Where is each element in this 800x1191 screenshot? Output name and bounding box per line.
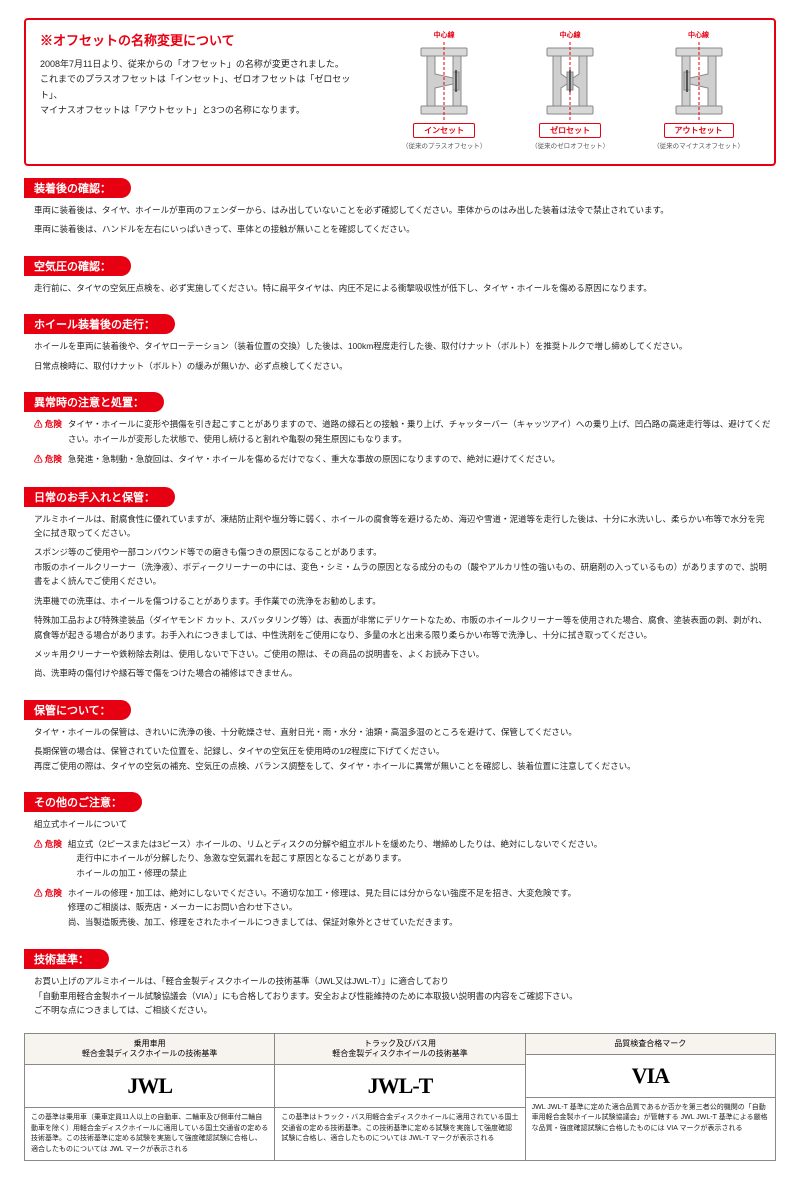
danger-row: ⚠ 危険 急発進・急制動・急旋回は、タイヤ・ホイールを傷めるだけでなく、重大な事… <box>34 452 772 466</box>
section-header: 保管について： <box>24 700 776 720</box>
section-header: 技術基準： <box>24 949 776 969</box>
wheel-icon <box>656 42 742 120</box>
wheel-diagram-row: 中心線 インセット （従来のプラスオフセット）中心線 ゼロセット （従来のゼロオ… <box>385 30 760 150</box>
wheel-top-label: 中心線 <box>434 30 455 40</box>
section-header: 装着後の確認： <box>24 178 776 198</box>
section-title: 異常時の注意と処置： <box>24 392 164 412</box>
notice-title: オフセットの名称変更について <box>40 30 371 49</box>
wheel-subcaption: （従来のマイナスオフセット） <box>653 140 744 150</box>
danger-row: ⚠ 危険 ホイールの修理・加工は、絶対にしないでください。不適切な加工・修理は、… <box>34 886 772 929</box>
wheel-caption: ゼロセット <box>539 123 601 138</box>
cert-head: 品質検査合格マーク <box>526 1034 775 1055</box>
wheel-caption: アウトセット <box>664 123 734 138</box>
wheel-icon <box>527 42 613 120</box>
section-header: 日常のお手入れと保管： <box>24 487 776 507</box>
paragraph: 尚、洗車時の傷付けや縁石等で傷をつけた場合の補修はできません。 <box>34 666 772 680</box>
section-title: 装着後の確認： <box>24 178 131 198</box>
danger-text: ホイールの修理・加工は、絶対にしないでください。不適切な加工・修理は、見た目には… <box>68 886 772 929</box>
document-page: オフセットの名称変更について 2008年7月11日より、従来からの「オフセット」… <box>0 0 800 1191</box>
cert-logo: VIA <box>526 1055 775 1098</box>
section-header: その他のご注意： <box>24 792 776 812</box>
section-body: アルミホイールは、耐腐食性に優れていますが、凍結防止剤や塩分等に弱く、ホイールの… <box>24 507 776 688</box>
danger-row: ⚠ 危険 組立式（2ピースまたは3ピース）ホイールの、リムとディスクの分解や組立… <box>34 837 772 880</box>
cert-head: トラック及びバス用 軽合金製ディスクホイールの技術基準 <box>275 1034 524 1066</box>
wheel-diagram: 中心線 インセット （従来のプラスオフセット） <box>401 30 487 150</box>
paragraph: タイヤ・ホイールの保管は、きれいに洗浄の後、十分乾燥させ、直射日光・雨・水分・油… <box>34 725 772 739</box>
paragraph: 組立式ホイールについて <box>34 817 772 831</box>
paragraph: メッキ用クリーナーや鉄粉除去剤は、使用しないで下さい。ご使用の際は、その商品の説… <box>34 647 772 661</box>
cert-desc: JWL JWL-T 基準に定めた適合品質であるか否かを第三者公的機関の「自動車用… <box>526 1098 775 1160</box>
paragraph: 日常点検時に、取付けナット（ボルト）の緩みが無いか、必ず点検してください。 <box>34 359 772 373</box>
cert-logo: JWL <box>25 1065 274 1108</box>
danger-label: ⚠ 危険 <box>34 452 62 466</box>
paragraph: 洗車機での洗車は、ホイールを傷つけることがあります。手作業での洗浄をお勧めします… <box>34 594 772 608</box>
danger-text: タイヤ・ホイールに変形や損傷を引き起こすことがありますので、道路の縁石との接触・… <box>68 417 772 446</box>
wheel-caption: インセット <box>413 123 475 138</box>
wheel-top-label: 中心線 <box>560 30 581 40</box>
section-title: その他のご注意： <box>24 792 142 812</box>
section-body: ホイールを車両に装着後や、タイヤローテーション（装着位置の交換）した後は、100… <box>24 334 776 380</box>
section-header: 異常時の注意と処置： <box>24 392 776 412</box>
wheel-subcaption: （従来のプラスオフセット） <box>402 140 486 150</box>
danger-row: ⚠ 危険 タイヤ・ホイールに変形や損傷を引き起こすことがありますので、道路の縁石… <box>34 417 772 446</box>
section-body: ⚠ 危険 タイヤ・ホイールに変形や損傷を引き起こすことがありますので、道路の縁石… <box>24 412 776 474</box>
paragraph: 長期保管の場合は、保管されていた位置を、記録し、タイヤの空気圧を使用時の1/2程… <box>34 744 772 773</box>
wheel-icon <box>401 42 487 120</box>
paragraph: お買い上げのアルミホイールは、「軽合金製ディスクホイールの技術基準（JWL又はJ… <box>34 974 772 1017</box>
wheel-top-label: 中心線 <box>688 30 709 40</box>
cert-column: トラック及びバス用 軽合金製ディスクホイールの技術基準 JWL-T この基準はト… <box>275 1034 525 1161</box>
paragraph: ホイールを車両に装着後や、タイヤローテーション（装着位置の交換）した後は、100… <box>34 339 772 353</box>
section-title: 保管について： <box>24 700 131 720</box>
notice-text-block: オフセットの名称変更について 2008年7月11日より、従来からの「オフセット」… <box>40 30 371 150</box>
wheel-diagram: 中心線 ゼロセット （従来のゼロオフセット） <box>527 30 613 150</box>
notice-body: 2008年7月11日より、従来からの「オフセット」の名称が変更されました。 これ… <box>40 57 371 118</box>
danger-text: 組立式（2ピースまたは3ピース）ホイールの、リムとディスクの分解や組立ボルトを緩… <box>68 837 772 880</box>
section-body: 走行前に、タイヤの空気圧点検を、必ず実施してください。特に扁平タイヤは、内圧不足… <box>24 276 776 302</box>
section-title: ホイール装着後の走行： <box>24 314 175 334</box>
cert-desc: この基準は乗用車（乗車定員11人以上の自動車、二輪車及び側車付二輪自動車を除く）… <box>25 1108 274 1160</box>
wheel-diagram: 中心線 アウトセット （従来のマイナスオフセット） <box>653 30 744 150</box>
cert-logo: JWL-T <box>275 1065 524 1108</box>
danger-label: ⚠ 危険 <box>34 837 62 851</box>
certification-table: 乗用車用 軽合金製ディスクホイールの技術基準 JWL この基準は乗用車（乗車定員… <box>24 1033 776 1162</box>
danger-label: ⚠ 危険 <box>34 417 62 431</box>
sections-container: 装着後の確認： 車両に装着後は、タイヤ、ホイールが車両のフェンダーから、はみ出して… <box>24 178 776 1025</box>
cert-column: 品質検査合格マーク VIA JWL JWL-T 基準に定めた適合品質であるか否か… <box>526 1034 775 1161</box>
cert-desc: この基準はトラック・バス用軽合金ディスクホイールに適用されている国土交通省の定め… <box>275 1108 524 1160</box>
danger-text: 急発進・急制動・急旋回は、タイヤ・ホイールを傷めるだけでなく、重大な事故の原因に… <box>68 452 772 466</box>
danger-label: ⚠ 危険 <box>34 886 62 900</box>
paragraph: アルミホイールは、耐腐食性に優れていますが、凍結防止剤や塩分等に弱く、ホイールの… <box>34 512 772 541</box>
section-title: 日常のお手入れと保管： <box>24 487 175 507</box>
paragraph: 車両に装着後は、ハンドルを左右にいっぱいきって、車体との接触が無いことを確認して… <box>34 222 772 236</box>
section-title: 技術基準： <box>24 949 109 969</box>
paragraph: 車両に装着後は、タイヤ、ホイールが車両のフェンダーから、はみ出していないことを必… <box>34 203 772 217</box>
wheel-subcaption: （従来のゼロオフセット） <box>531 140 609 150</box>
section-body: 車両に装着後は、タイヤ、ホイールが車両のフェンダーから、はみ出していないことを必… <box>24 198 776 244</box>
section-header: ホイール装着後の走行： <box>24 314 776 334</box>
paragraph: 特殊加工品および特殊塗装品（ダイヤモンド カット、スパッタリング等）は、表面が非… <box>34 613 772 642</box>
section-title: 空気圧の確認： <box>24 256 131 276</box>
section-header: 空気圧の確認： <box>24 256 776 276</box>
section-body: お買い上げのアルミホイールは、「軽合金製ディスクホイールの技術基準（JWL又はJ… <box>24 969 776 1024</box>
section-body: 組立式ホイールについて ⚠ 危険 組立式（2ピースまたは3ピース）ホイールの、リム… <box>24 812 776 937</box>
offset-notice-box: オフセットの名称変更について 2008年7月11日より、従来からの「オフセット」… <box>24 18 776 166</box>
paragraph: スポンジ等のご使用や一部コンパウンド等での磨きも傷つきの原因になることがあります… <box>34 545 772 588</box>
section-body: タイヤ・ホイールの保管は、きれいに洗浄の後、十分乾燥させ、直射日光・雨・水分・油… <box>24 720 776 780</box>
cert-column: 乗用車用 軽合金製ディスクホイールの技術基準 JWL この基準は乗用車（乗車定員… <box>25 1034 275 1161</box>
cert-head: 乗用車用 軽合金製ディスクホイールの技術基準 <box>25 1034 274 1066</box>
paragraph: 走行前に、タイヤの空気圧点検を、必ず実施してください。特に扁平タイヤは、内圧不足… <box>34 281 772 295</box>
